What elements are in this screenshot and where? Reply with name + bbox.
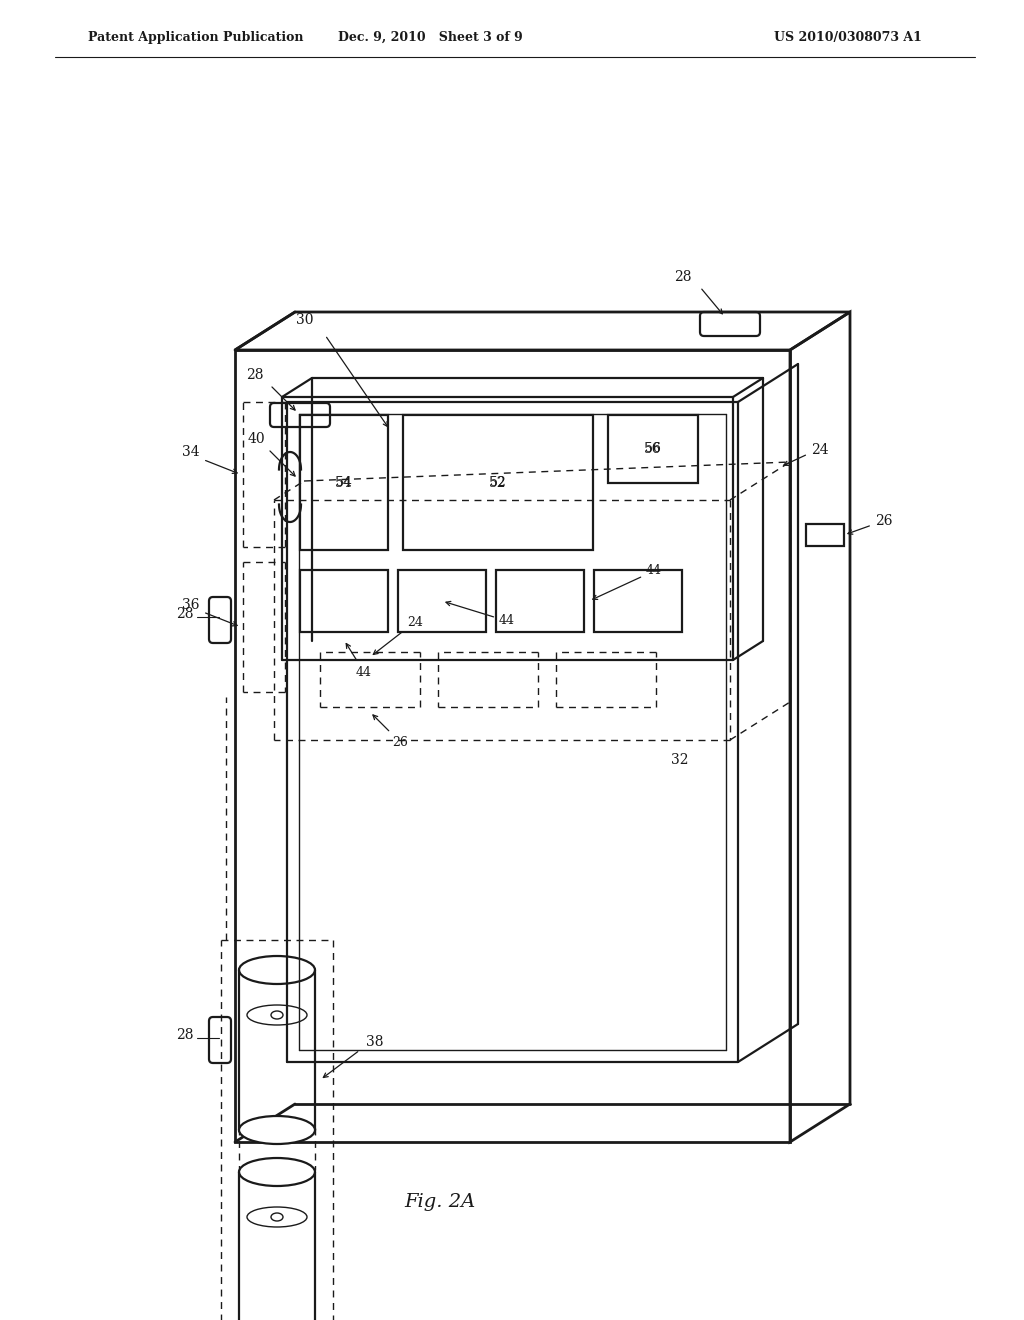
Bar	[398, 570, 486, 632]
Text: 24: 24	[811, 444, 828, 457]
Text: 44: 44	[346, 644, 372, 678]
Text: 56: 56	[645, 442, 660, 455]
Bar	[300, 570, 388, 632]
Text: 34: 34	[182, 446, 200, 459]
Text: 24: 24	[374, 615, 423, 655]
Text: 26: 26	[373, 715, 408, 748]
Text: 36: 36	[182, 598, 200, 612]
Text: 54: 54	[336, 477, 352, 490]
Bar	[403, 414, 593, 550]
Bar	[806, 524, 844, 546]
Text: 30: 30	[296, 313, 313, 327]
Text: 44: 44	[446, 602, 515, 627]
Ellipse shape	[239, 1115, 315, 1144]
Bar	[594, 570, 682, 632]
Text: 56: 56	[644, 442, 662, 455]
Text: 38: 38	[367, 1035, 384, 1049]
Text: 28: 28	[176, 1028, 194, 1041]
Text: 52: 52	[490, 477, 506, 490]
Text: 54: 54	[335, 477, 353, 490]
Text: Patent Application Publication: Patent Application Publication	[88, 30, 303, 44]
Bar	[496, 570, 584, 632]
Bar	[300, 414, 388, 550]
Bar	[608, 414, 698, 483]
Text: 26: 26	[876, 513, 893, 528]
Text: 28: 28	[246, 368, 264, 381]
Text: 40: 40	[247, 432, 265, 446]
Text: 44: 44	[593, 565, 662, 599]
Text: Dec. 9, 2010   Sheet 3 of 9: Dec. 9, 2010 Sheet 3 of 9	[338, 30, 522, 44]
Text: 32: 32	[672, 752, 689, 767]
Text: 28: 28	[674, 271, 692, 284]
Text: Fig. 2A: Fig. 2A	[404, 1193, 475, 1210]
Text: 52: 52	[489, 477, 507, 490]
Text: 28: 28	[176, 607, 194, 620]
Text: US 2010/0308073 A1: US 2010/0308073 A1	[774, 30, 922, 44]
